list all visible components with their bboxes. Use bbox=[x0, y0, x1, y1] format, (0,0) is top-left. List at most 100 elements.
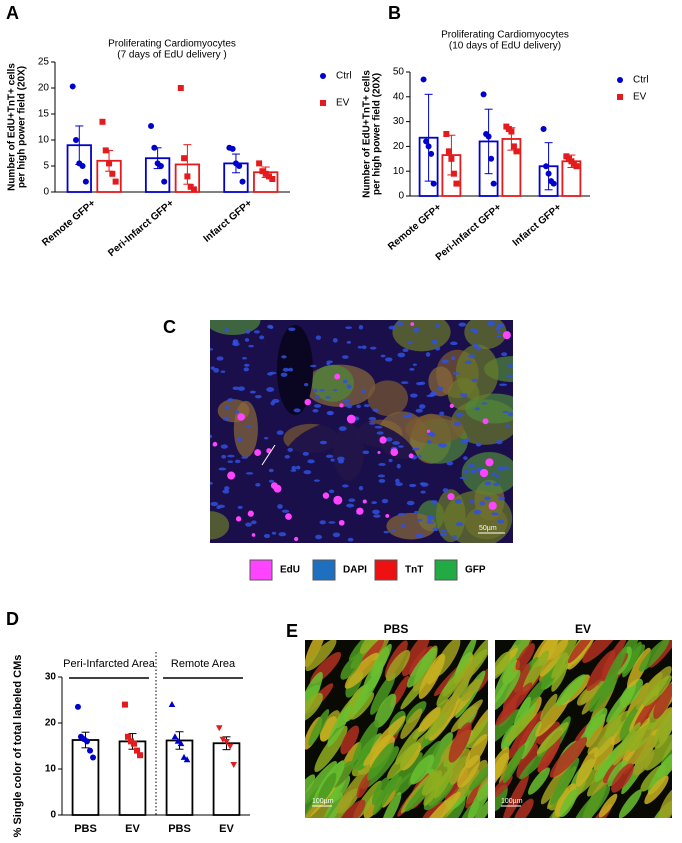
nucleus bbox=[356, 404, 361, 409]
tissue bbox=[405, 414, 464, 444]
nucleus bbox=[237, 386, 245, 391]
nucleus bbox=[241, 456, 249, 459]
data-point bbox=[124, 733, 131, 740]
nucleus bbox=[222, 416, 229, 421]
x-tick-label: Peri-Infarct GFP+ bbox=[106, 198, 176, 259]
nucleus bbox=[245, 522, 252, 527]
data-point bbox=[488, 155, 495, 162]
data-point bbox=[226, 743, 234, 750]
nucleus bbox=[505, 424, 511, 429]
nucleus bbox=[315, 335, 322, 340]
cardiomyocyte bbox=[385, 649, 411, 682]
cardiomyocyte bbox=[495, 651, 511, 680]
legend-swatch bbox=[249, 559, 273, 581]
edu-nucleus bbox=[273, 484, 282, 493]
cardiomyocyte bbox=[336, 767, 370, 812]
edu-nucleus bbox=[294, 536, 299, 542]
nucleus bbox=[427, 514, 435, 520]
cardiomyocyte bbox=[410, 754, 435, 785]
nucleus bbox=[362, 450, 370, 455]
nucleus bbox=[259, 335, 265, 340]
y-tick-label: 0 bbox=[398, 191, 404, 202]
nucleus bbox=[221, 454, 227, 459]
nucleus bbox=[381, 498, 389, 504]
nucleus bbox=[449, 341, 458, 346]
nucleus bbox=[385, 437, 393, 442]
nucleus bbox=[312, 408, 319, 413]
data-point bbox=[187, 183, 194, 190]
data-point bbox=[183, 756, 191, 763]
y-tick-label: 10 bbox=[38, 135, 50, 146]
data-point bbox=[127, 738, 134, 745]
edu-nucleus bbox=[338, 519, 345, 526]
data-point bbox=[121, 701, 128, 708]
cardiomyocyte bbox=[448, 722, 472, 763]
y-axis-label: Number of EdU+TnT+ cells bbox=[362, 70, 373, 198]
nucleus bbox=[227, 398, 234, 402]
nucleus bbox=[222, 489, 230, 494]
cardiomyocyte bbox=[550, 757, 580, 806]
data-point bbox=[112, 178, 119, 185]
nucleus bbox=[255, 482, 261, 487]
edu-nucleus bbox=[408, 453, 414, 459]
cardiomyocyte bbox=[406, 647, 437, 688]
data-point bbox=[239, 178, 246, 185]
edu-nucleus bbox=[346, 414, 356, 424]
legend-label: EV bbox=[336, 98, 350, 109]
cardiomyocyte bbox=[517, 710, 544, 754]
edu-nucleus bbox=[447, 493, 455, 501]
nucleus bbox=[250, 520, 257, 525]
cardiomyocyte bbox=[425, 732, 453, 777]
cardiomyocyte bbox=[644, 775, 669, 805]
legend-swatch bbox=[434, 559, 458, 581]
legend-swatch bbox=[312, 559, 336, 581]
nucleus bbox=[497, 519, 505, 524]
cardiomyocyte bbox=[613, 722, 641, 766]
y-tick-label: 10 bbox=[45, 764, 57, 775]
nucleus bbox=[332, 532, 341, 538]
nucleus bbox=[227, 454, 235, 458]
nucleus bbox=[374, 425, 383, 429]
cardiomyocyte bbox=[305, 760, 337, 806]
group-label: Remote Area bbox=[171, 658, 236, 670]
nucleus bbox=[281, 355, 287, 359]
nucleus bbox=[469, 499, 475, 504]
chart-title: (7 days of EdU delivery ) bbox=[117, 50, 227, 61]
nucleus bbox=[224, 327, 229, 332]
data-point bbox=[151, 144, 158, 151]
cardiomyocyte bbox=[503, 744, 526, 784]
cardiomyocyte bbox=[305, 640, 326, 668]
data-point bbox=[99, 118, 106, 125]
nucleus bbox=[271, 531, 277, 535]
nucleus bbox=[358, 485, 364, 491]
data-point bbox=[229, 145, 236, 152]
data-point bbox=[490, 180, 497, 187]
nucleus bbox=[234, 459, 241, 464]
nucleus bbox=[358, 324, 364, 330]
nucleus bbox=[345, 326, 352, 329]
x-tick-label: Remote GFP+ bbox=[386, 202, 444, 253]
cardiomyocyte bbox=[305, 671, 323, 717]
nucleus bbox=[326, 362, 331, 366]
cardiomyocyte bbox=[344, 652, 379, 689]
legend-swatch bbox=[374, 559, 398, 581]
nucleus bbox=[332, 338, 338, 343]
cardiomyocyte bbox=[453, 640, 477, 684]
cardiomyocyte bbox=[362, 661, 384, 694]
data-point bbox=[450, 170, 457, 177]
nucleus bbox=[296, 465, 301, 470]
data-point bbox=[545, 170, 552, 177]
nucleus bbox=[440, 532, 447, 537]
cardiomyocyte bbox=[367, 742, 395, 781]
nucleus bbox=[284, 454, 290, 459]
cardiomyocyte bbox=[633, 748, 655, 776]
micrograph bbox=[210, 320, 513, 543]
nucleus bbox=[249, 390, 256, 394]
image-label: EV bbox=[575, 622, 591, 636]
nucleus bbox=[493, 482, 500, 487]
cardiomyocyte bbox=[327, 704, 352, 747]
nucleus bbox=[263, 436, 269, 440]
nucleus bbox=[346, 340, 351, 344]
nucleus bbox=[210, 348, 214, 351]
cardiomyocyte bbox=[589, 673, 619, 712]
